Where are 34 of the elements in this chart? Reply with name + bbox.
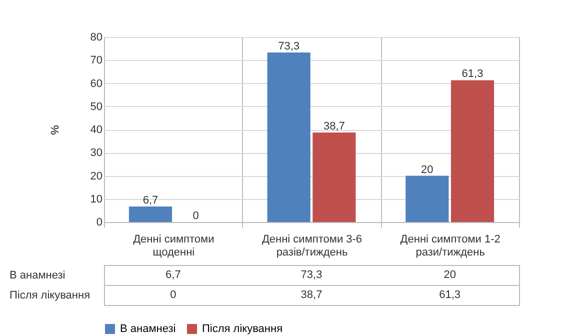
text: 20 xyxy=(421,164,434,176)
y-tick-label: 80 xyxy=(90,32,102,44)
data-label: 6,7 xyxy=(166,269,181,281)
y-tick-label: 0 xyxy=(96,216,102,228)
text: 0 xyxy=(192,210,199,222)
y-tick-label: 30 xyxy=(90,147,102,160)
bar xyxy=(406,176,449,222)
text: 38,7 xyxy=(323,120,345,133)
data-label: 73,3 xyxy=(300,269,322,281)
text: 6,7 xyxy=(142,194,158,207)
legend-label: В анамнезі xyxy=(120,323,176,335)
text: В анамнезі xyxy=(10,270,66,282)
y-tick-label: 40 xyxy=(90,124,102,136)
y-tick-label: 60 xyxy=(90,78,102,90)
y-tick-label: 50 xyxy=(90,100,102,113)
y-tick-label: 10 xyxy=(90,193,102,206)
bar xyxy=(312,132,356,222)
data-label: 61,3 xyxy=(439,289,461,301)
text: 73,3 xyxy=(278,40,300,52)
x-tick-label: Денні симптоми 3-6 разів/тиждень xyxy=(262,234,362,258)
legend-label: Після лікування xyxy=(202,323,283,335)
data-label: 38,7 xyxy=(300,289,322,301)
text: Після лікування xyxy=(10,290,90,302)
bar xyxy=(267,52,310,222)
data-label: 0 xyxy=(170,289,176,301)
y-tick-label: 70 xyxy=(90,54,102,67)
bar xyxy=(128,206,172,222)
data-label: 20 xyxy=(444,269,456,281)
y-tick-label: 20 xyxy=(90,170,102,182)
bar xyxy=(450,80,494,222)
x-tick-label: Денні симптоми щоденні xyxy=(133,234,214,258)
y-axis-title: % xyxy=(49,124,62,135)
text: 61,3 xyxy=(462,68,484,80)
x-tick-label: Денні симптоми 1-2 рази/тиждень xyxy=(400,234,500,258)
